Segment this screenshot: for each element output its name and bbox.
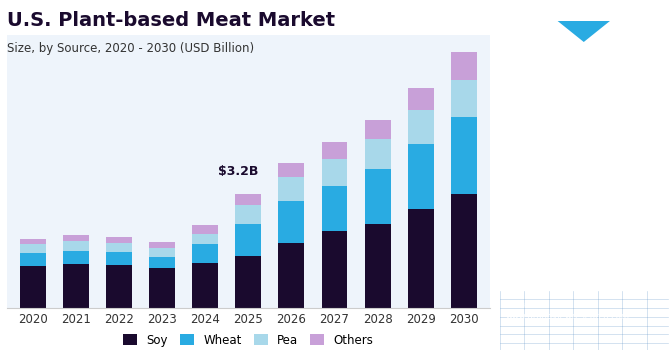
Bar (106, 243, 132, 252)
Bar (408, 111, 433, 144)
Bar (149, 248, 175, 257)
Bar (321, 159, 348, 187)
FancyBboxPatch shape (622, 21, 660, 42)
Bar (365, 139, 391, 169)
Bar (63, 251, 89, 264)
Bar (408, 209, 433, 308)
Text: 18.1%: 18.1% (531, 112, 637, 141)
Bar (236, 194, 261, 205)
Bar (365, 169, 391, 224)
Bar (192, 263, 218, 308)
Text: Source:
www.grandviewresearch.com: Source: www.grandviewresearch.com (505, 301, 629, 321)
Bar (192, 244, 218, 263)
Legend: Soy, Wheat, Pea, Others: Soy, Wheat, Pea, Others (118, 329, 378, 350)
Bar (365, 120, 391, 139)
Bar (451, 52, 477, 80)
Text: U.S. Market CAGR,
2025 - 2030: U.S. Market CAGR, 2025 - 2030 (532, 164, 635, 188)
Bar (19, 238, 46, 244)
Bar (451, 194, 477, 308)
Bar (321, 187, 348, 231)
Bar (63, 234, 89, 241)
Bar (192, 225, 218, 233)
Bar (19, 266, 46, 308)
Bar (236, 256, 261, 308)
Bar (19, 244, 46, 253)
Bar (63, 241, 89, 251)
Bar (451, 117, 477, 194)
Bar (278, 244, 305, 308)
Bar (321, 142, 348, 159)
Text: $3.2B: $3.2B (218, 165, 258, 178)
Bar (278, 162, 305, 177)
Bar (106, 265, 132, 308)
Bar (236, 205, 261, 224)
Bar (408, 88, 433, 111)
FancyBboxPatch shape (505, 21, 537, 42)
Bar (365, 224, 391, 308)
Text: GRAND VIEW RESEARCH: GRAND VIEW RESEARCH (536, 56, 631, 62)
Polygon shape (558, 21, 610, 42)
Bar (106, 237, 132, 243)
Bar (19, 253, 46, 266)
Bar (192, 233, 218, 244)
Bar (149, 257, 175, 268)
Bar (278, 177, 305, 201)
Bar (321, 231, 348, 308)
Bar (63, 264, 89, 308)
Text: U.S. Plant-based Meat Market: U.S. Plant-based Meat Market (7, 10, 335, 29)
Bar (451, 80, 477, 117)
Bar (149, 243, 175, 248)
Bar (408, 144, 433, 209)
Text: Size, by Source, 2020 - 2030 (USD Billion): Size, by Source, 2020 - 2030 (USD Billio… (7, 42, 254, 55)
Bar (278, 201, 305, 244)
Bar (236, 224, 261, 256)
Bar (106, 252, 132, 265)
Bar (149, 268, 175, 308)
